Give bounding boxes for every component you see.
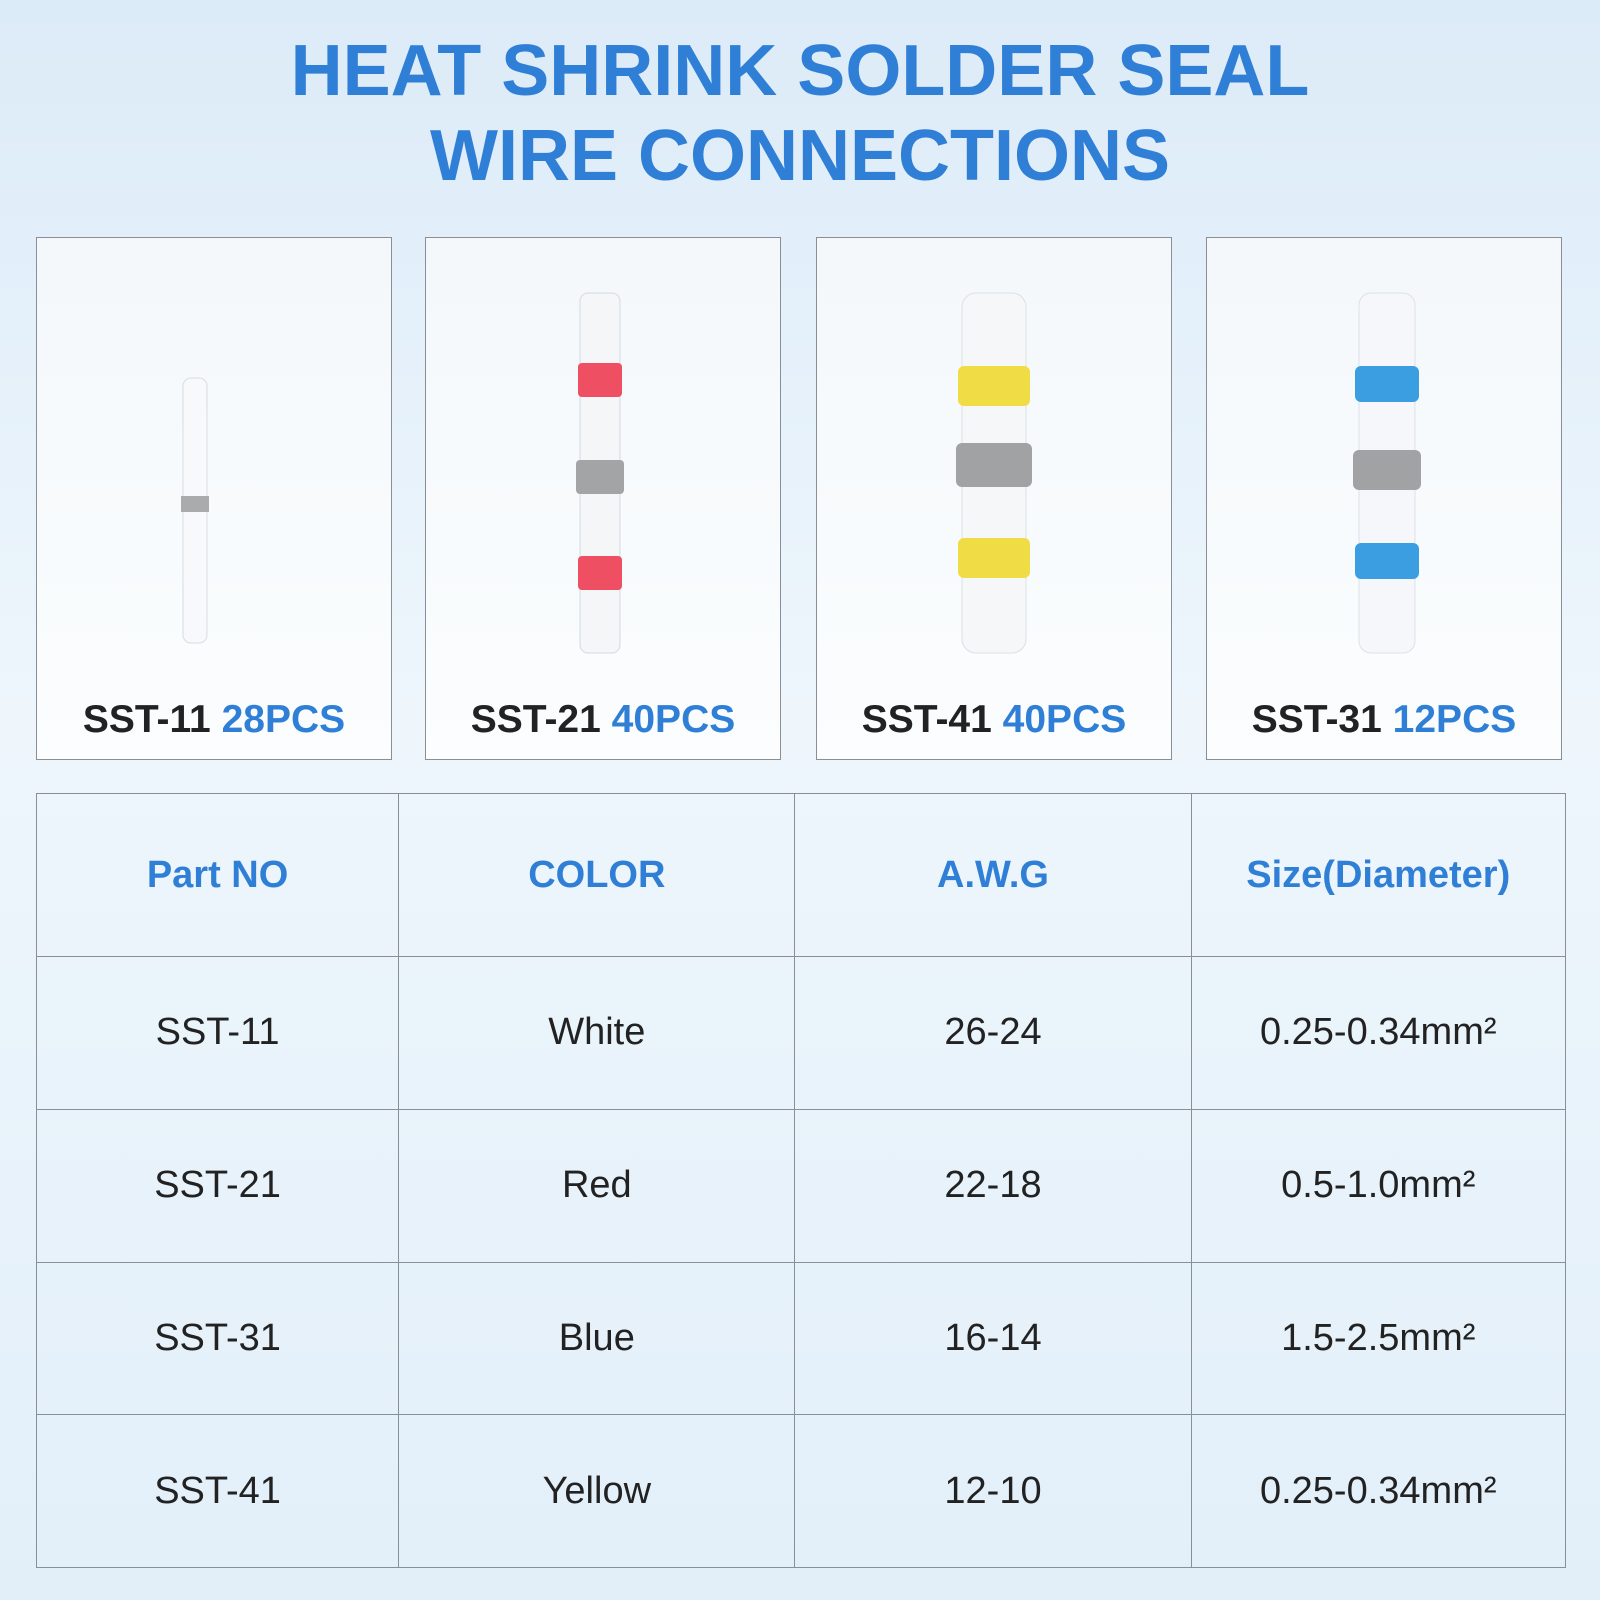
table-cell: 26-24 <box>794 956 1192 1110</box>
table-cell: White <box>398 956 796 1110</box>
quantity: 40PCS <box>1002 698 1127 741</box>
table-cell: SST-21 <box>35 1108 400 1263</box>
connector-image <box>956 292 1032 654</box>
connector-image <box>181 377 209 644</box>
part-no: SST-41 <box>861 698 992 741</box>
column-header: Part NO <box>35 793 400 957</box>
part-no: SST-11 <box>82 698 211 741</box>
table-cell: 12-10 <box>794 1414 1192 1568</box>
product-card: SST-21 40PCS <box>425 237 781 760</box>
table-cell: 16-14 <box>794 1261 1192 1416</box>
quantity: 40PCS <box>611 698 736 741</box>
part-no: SST-21 <box>470 698 601 741</box>
title-line: WIRE CONNECTIONS <box>429 116 1170 196</box>
table-row: SST-31 Blue 16-14 1.5-2.5mm² <box>35 1261 1566 1416</box>
table-cell: Red <box>398 1108 796 1263</box>
table-row: SST-11 White 26-24 0.25-0.34mm² <box>35 956 1566 1110</box>
product-card: SST-11 28PCS <box>36 237 392 760</box>
table-cell: Blue <box>398 1261 796 1416</box>
table-cell: SST-31 <box>35 1261 400 1416</box>
quantity: 28PCS <box>221 698 346 741</box>
product-card: SST-41 40PCS <box>816 237 1172 760</box>
connector-image <box>1353 292 1421 654</box>
column-header: Size(Diameter) <box>1190 793 1566 957</box>
table-row: SST-41 Yellow 12-10 0.25-0.34mm² <box>35 1414 1566 1568</box>
table-cell: SST-41 <box>35 1414 400 1568</box>
title-line: HEAT SHRINK SOLDER SEAL <box>290 31 1310 111</box>
quantity: 12PCS <box>1392 698 1517 741</box>
spec-table: Part NO COLOR A.W.G Size(Diameter) SST-11 Wh… <box>35 793 1566 1568</box>
table-cell: 0.5-1.0mm² <box>1190 1108 1566 1263</box>
connector-image <box>576 292 624 654</box>
table-cell: Yellow <box>398 1414 796 1568</box>
product-card: SST-31 12PCS <box>1206 237 1562 760</box>
header-row: Part NO COLOR A.W.G Size(Diameter) <box>35 793 1566 957</box>
table-cell: 0.25-0.34mm² <box>1190 956 1566 1110</box>
table-row: SST-21 Red 22-18 0.5-1.0mm² <box>35 1108 1566 1263</box>
table-cell: 22-18 <box>794 1108 1192 1263</box>
table-cell: SST-11 <box>35 956 400 1110</box>
table-cell: 1.5-2.5mm² <box>1190 1261 1566 1416</box>
column-header: COLOR <box>398 793 796 957</box>
table-cell: 0.25-0.34mm² <box>1190 1414 1566 1568</box>
part-no: SST-31 <box>1251 698 1382 741</box>
column-header: A.W.G <box>794 793 1192 957</box>
